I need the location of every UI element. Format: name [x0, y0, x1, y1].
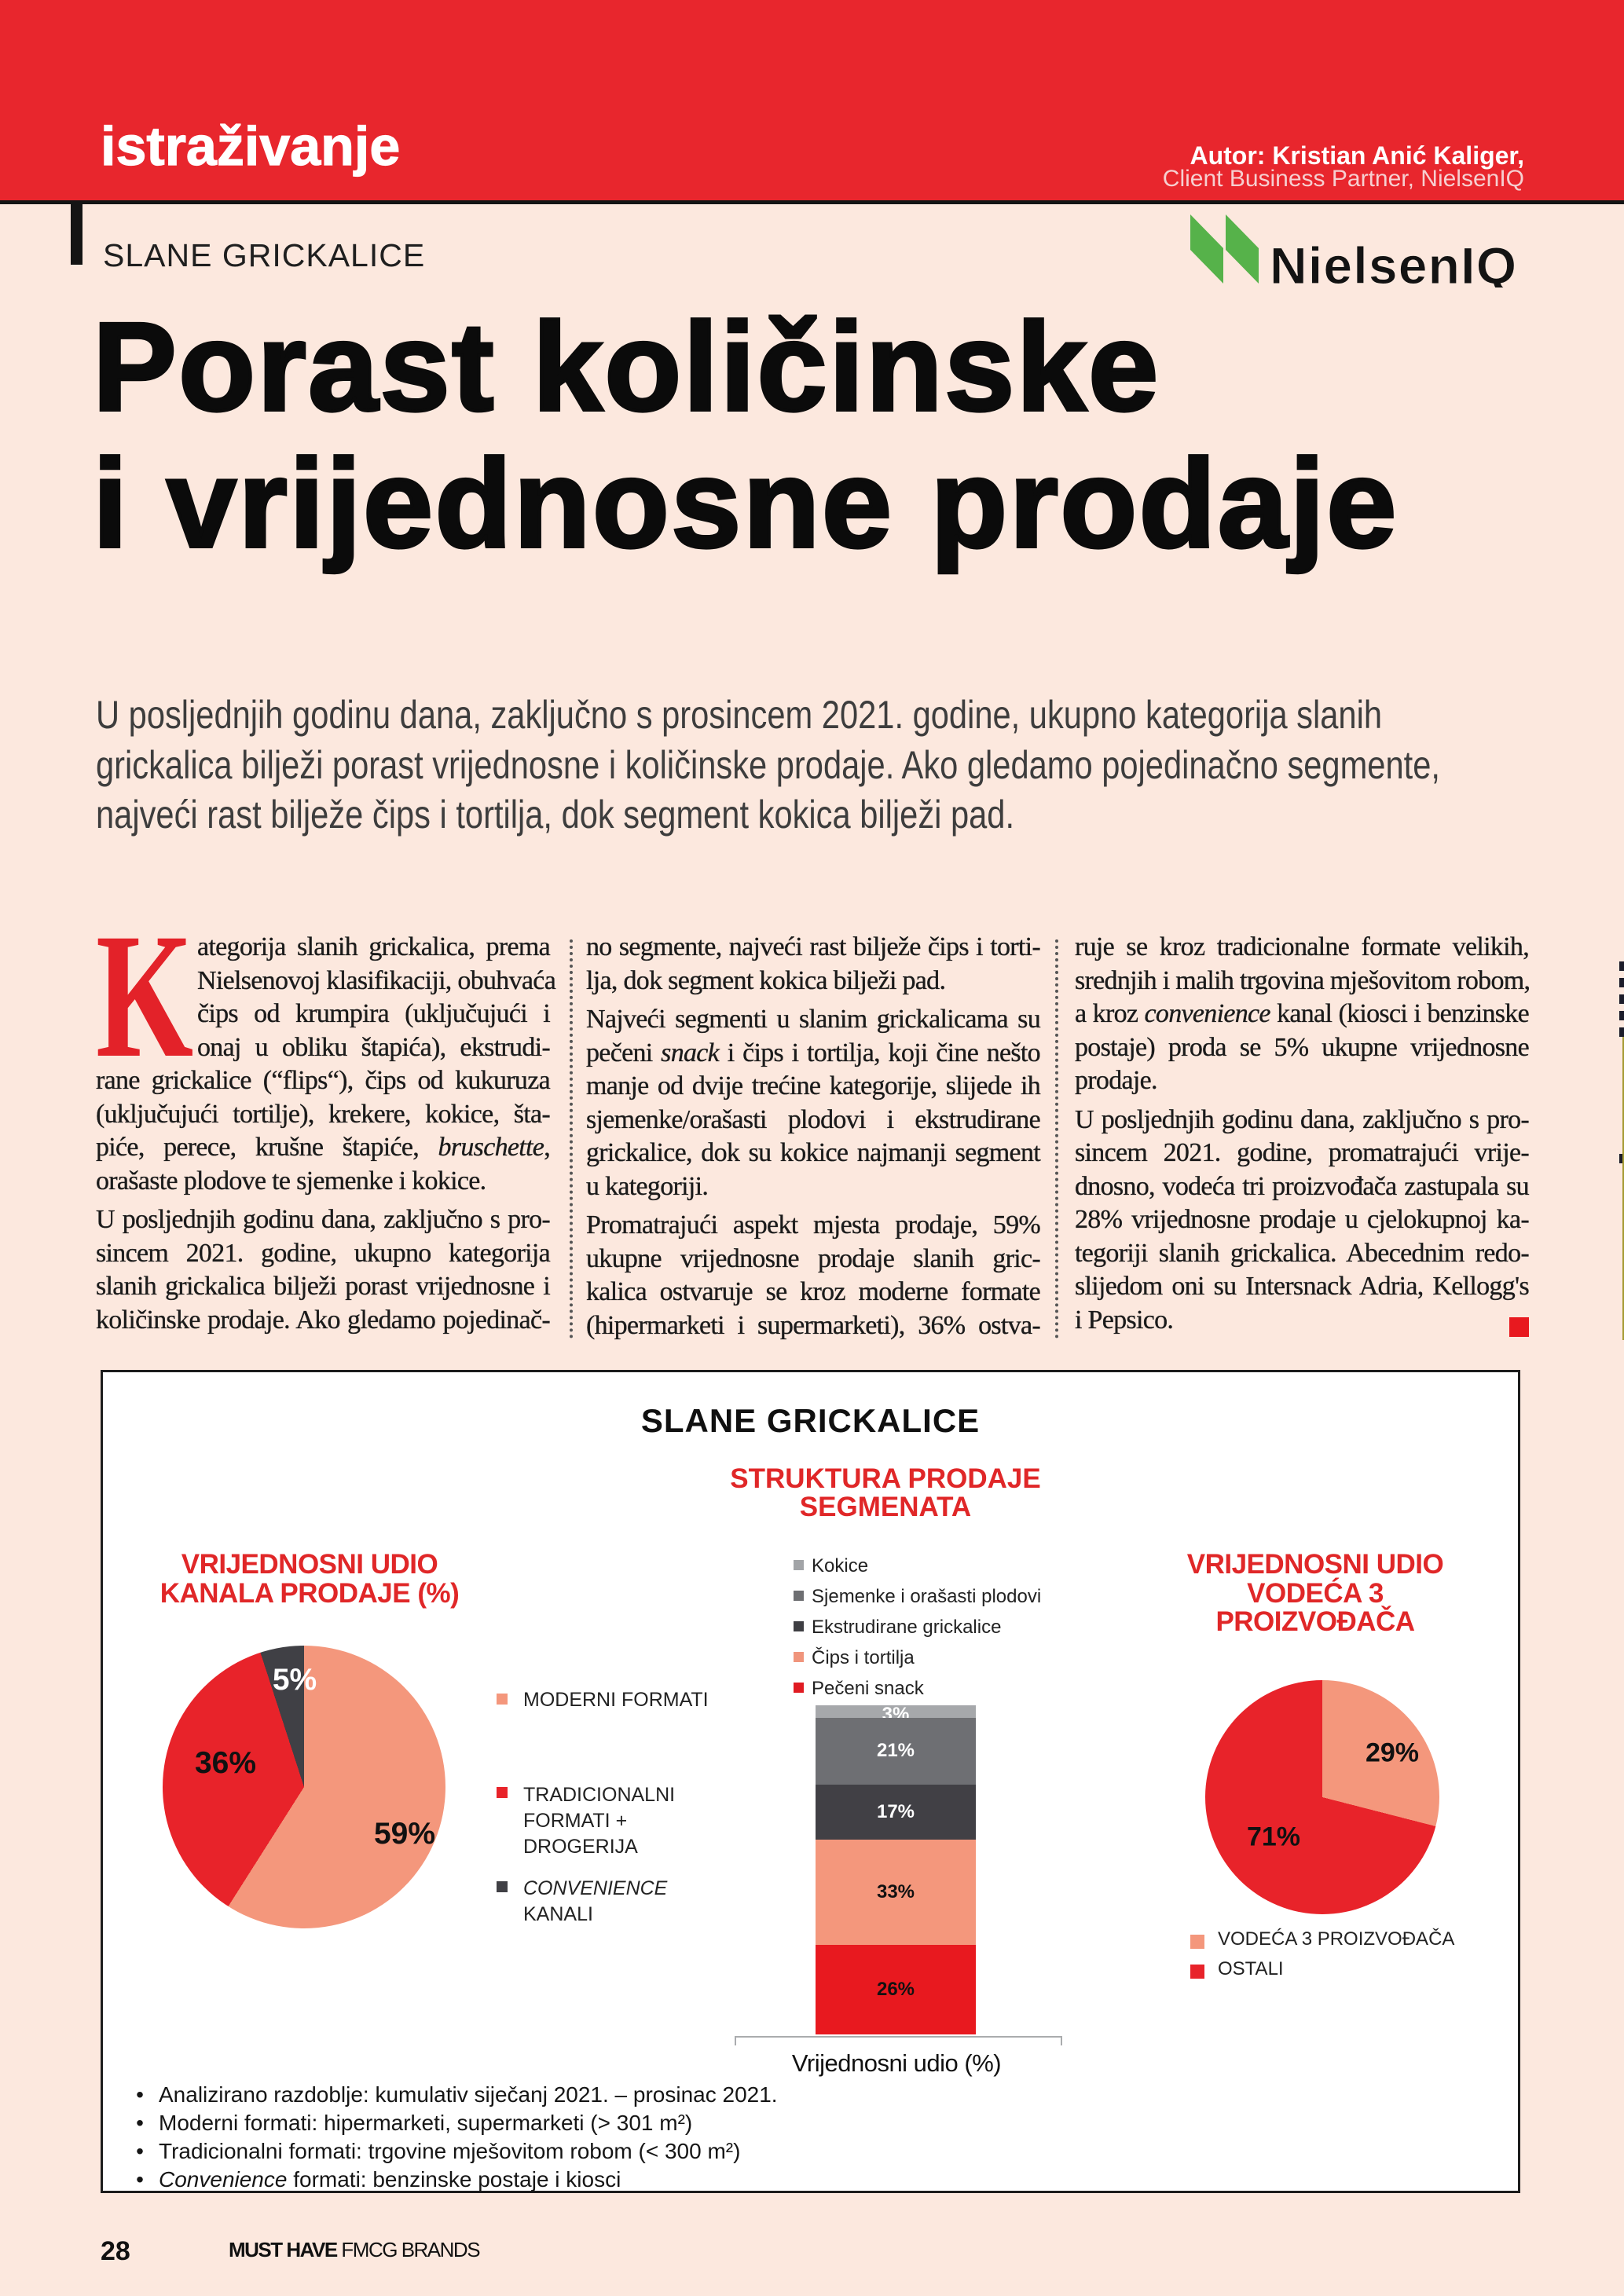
svg-text:NielsenIQ: NielsenIQ	[1270, 236, 1517, 287]
